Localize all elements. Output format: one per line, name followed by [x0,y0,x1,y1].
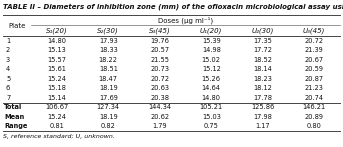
Text: 6: 6 [6,85,10,91]
Text: 0.81: 0.81 [49,123,64,129]
Text: 0.75: 0.75 [204,123,219,129]
Text: 21.23: 21.23 [305,85,324,91]
Text: 15.02: 15.02 [202,57,221,63]
Text: 20.89: 20.89 [305,114,324,120]
Text: U₂(30): U₂(30) [251,28,274,34]
Text: 18.33: 18.33 [99,47,118,53]
Text: 1.17: 1.17 [256,123,270,129]
Text: 17.98: 17.98 [253,114,272,120]
Text: 14.80: 14.80 [202,95,221,101]
Text: 18.12: 18.12 [253,85,272,91]
Text: 14.64: 14.64 [202,85,221,91]
Text: Range: Range [4,123,27,129]
Text: 20.62: 20.62 [150,114,169,120]
Text: 17.78: 17.78 [253,95,272,101]
Text: 20.72: 20.72 [305,38,324,44]
Text: 18.51: 18.51 [99,66,118,72]
Text: 0.80: 0.80 [307,123,322,129]
Text: 18.23: 18.23 [253,76,272,82]
Text: 106.67: 106.67 [45,104,68,110]
Text: 15.13: 15.13 [47,47,66,53]
Text: U₃(45): U₃(45) [303,28,326,34]
Text: S₁(20): S₁(20) [46,28,68,34]
Text: 15.39: 15.39 [202,38,221,44]
Text: 15.12: 15.12 [202,66,221,72]
Text: 17.69: 17.69 [99,95,118,101]
Text: 105.21: 105.21 [200,104,223,110]
Text: 15.57: 15.57 [47,57,66,63]
Text: 20.63: 20.63 [150,85,169,91]
Text: 1: 1 [6,38,10,44]
Text: 20.38: 20.38 [150,95,169,101]
Text: 15.03: 15.03 [202,114,221,120]
Text: 18.47: 18.47 [99,76,118,82]
Text: 4: 4 [6,66,10,72]
Text: 18.14: 18.14 [253,66,272,72]
Text: 20.72: 20.72 [150,76,169,82]
Text: 3: 3 [6,57,10,63]
Text: 20.73: 20.73 [150,66,169,72]
Text: 17.35: 17.35 [253,38,272,44]
Text: Total: Total [4,104,22,110]
Text: 18.19: 18.19 [99,85,118,91]
Text: Mean: Mean [4,114,24,120]
Text: 15.14: 15.14 [47,95,66,101]
Text: 15.24: 15.24 [47,114,66,120]
Text: 144.34: 144.34 [148,104,171,110]
Text: 15.26: 15.26 [202,76,221,82]
Text: 17.93: 17.93 [99,38,118,44]
Text: Doses (μg ml⁻¹): Doses (μg ml⁻¹) [158,17,213,24]
Text: 18.19: 18.19 [99,114,118,120]
Text: 127.34: 127.34 [97,104,120,110]
Text: 15.18: 15.18 [47,85,66,91]
Text: 18.52: 18.52 [253,57,272,63]
Text: 20.59: 20.59 [305,66,324,72]
Text: 18.22: 18.22 [99,57,118,63]
Text: 19.76: 19.76 [150,38,169,44]
Text: 20.57: 20.57 [150,47,169,53]
Text: S₃(45): S₃(45) [149,28,170,34]
Text: Plate: Plate [8,22,26,29]
Text: 21.39: 21.39 [305,47,324,53]
Text: 17.72: 17.72 [253,47,272,53]
Text: 0.82: 0.82 [101,123,116,129]
Text: 20.87: 20.87 [305,76,324,82]
Text: 20.74: 20.74 [305,95,324,101]
Text: 7: 7 [6,95,10,101]
Text: 5: 5 [6,76,10,82]
Text: 14.80: 14.80 [47,38,66,44]
Text: 20.67: 20.67 [305,57,324,63]
Text: 14.98: 14.98 [202,47,221,53]
Text: 146.21: 146.21 [303,104,326,110]
Text: 1.79: 1.79 [152,123,167,129]
Text: 21.55: 21.55 [150,57,169,63]
Text: 15.61: 15.61 [47,66,66,72]
Text: S, reference standard; U, unknown.: S, reference standard; U, unknown. [3,134,115,139]
Text: U₁(20): U₁(20) [200,28,223,34]
Text: 15.24: 15.24 [47,76,66,82]
Text: TABLE II – Diameters of inhibition zone (mm) of the ofloxacin microbiological as: TABLE II – Diameters of inhibition zone … [3,3,343,10]
Text: 2: 2 [6,47,10,53]
Text: 125.86: 125.86 [251,104,274,110]
Text: S₂(30): S₂(30) [97,28,119,34]
